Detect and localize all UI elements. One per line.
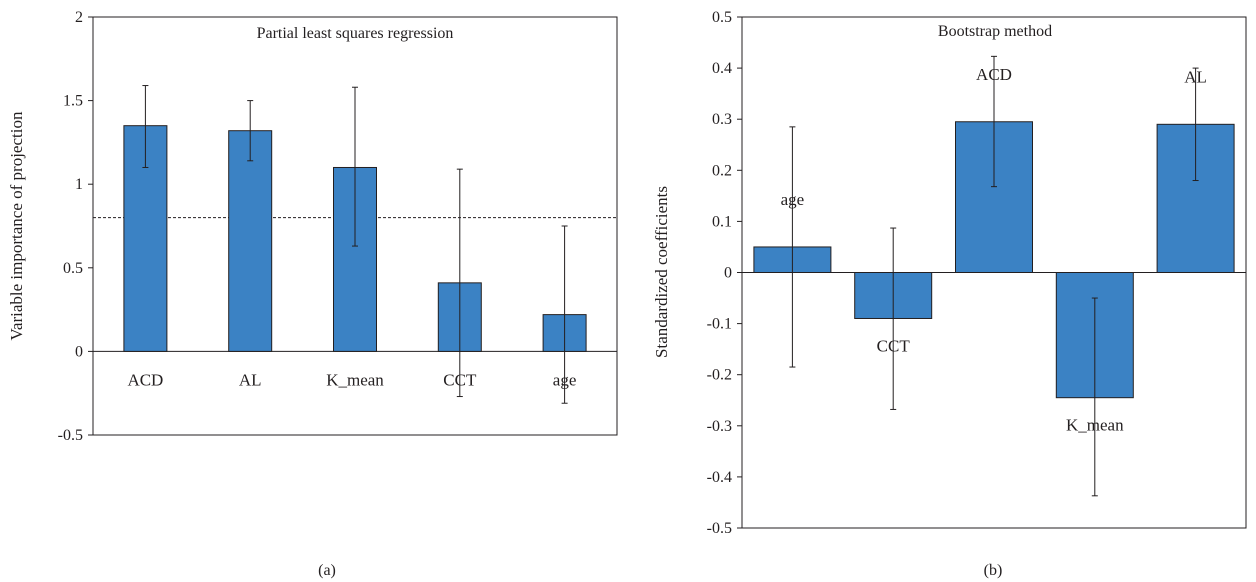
category-label: ACD [976,65,1012,84]
category-label: ACD [127,370,163,389]
category-label: K_mean [326,370,384,389]
y-tick-label: -0.3 [707,418,732,435]
bar-al [228,130,273,352]
category-label: age [781,190,805,209]
error-bar [142,85,149,168]
y-tick-label: 0.1 [712,213,732,230]
y-tick-label: 1.5 [63,93,83,110]
error-bar [1091,297,1098,497]
category-label: K_mean [1066,416,1124,435]
y-tick-label: 1 [75,176,83,193]
error-bar [890,227,897,410]
bar-acd [123,125,168,352]
y-tick-label: 0.5 [63,260,83,277]
category-label: AL [1184,67,1207,86]
error-bar [352,86,358,247]
panel-b-bootstrap-chart: Bootstrap method Standardized coefficien… [652,9,1247,579]
panel-a-vip-chart: Partial least squares regression Variabl… [7,9,618,579]
plot-area-frame-a [92,16,618,436]
bar-al [1156,123,1235,273]
y-tick-label: 0.2 [712,162,732,179]
y-axis-label-a: Variable importance of projection [7,111,26,340]
subfigure-label-b: (b) [984,562,1003,579]
y-ticks-a: -0.5 0 0.5 1 1.5 2 [58,9,93,444]
y-tick-label: 0.5 [712,9,732,26]
error-bar [1192,67,1199,182]
y-tick-label: 2 [75,9,83,26]
y-tick-label: 0.3 [712,111,732,128]
error-bar [456,168,463,398]
y-tick-label: -0.1 [707,316,732,333]
error-bar [561,225,568,404]
error-bar [247,100,254,162]
bars-b: age CCT ACD K_mean AL [742,55,1246,497]
category-label: CCT [877,336,911,355]
y-tick-label: -0.2 [707,367,732,384]
chart-title-a: Partial least squares regression [257,25,454,42]
category-label: age [553,370,577,389]
category-label: CCT [443,370,477,389]
y-tick-label: -0.4 [707,469,732,486]
category-label: AL [239,370,262,389]
y-tick-label: 0.4 [712,60,732,77]
error-bar [789,126,796,368]
chart-title-b: Bootstrap method [938,23,1052,40]
y-axis-label-b: Standardized coefficients [652,186,671,358]
subfigure-label-a: (a) [318,562,336,579]
bars-a: ACD AL K_mean CCT age [93,85,617,404]
error-bar [991,55,997,188]
y-tick-label: -0.5 [58,427,83,444]
y-ticks-b: -0.5 -0.4 -0.3 -0.2 -0.1 0 0.1 0.2 0.3 0.4 0.5 [707,9,742,537]
y-tick-label: -0.5 [707,520,732,537]
y-tick-label: 0 [75,343,83,360]
y-tick-label: 0 [724,265,732,282]
